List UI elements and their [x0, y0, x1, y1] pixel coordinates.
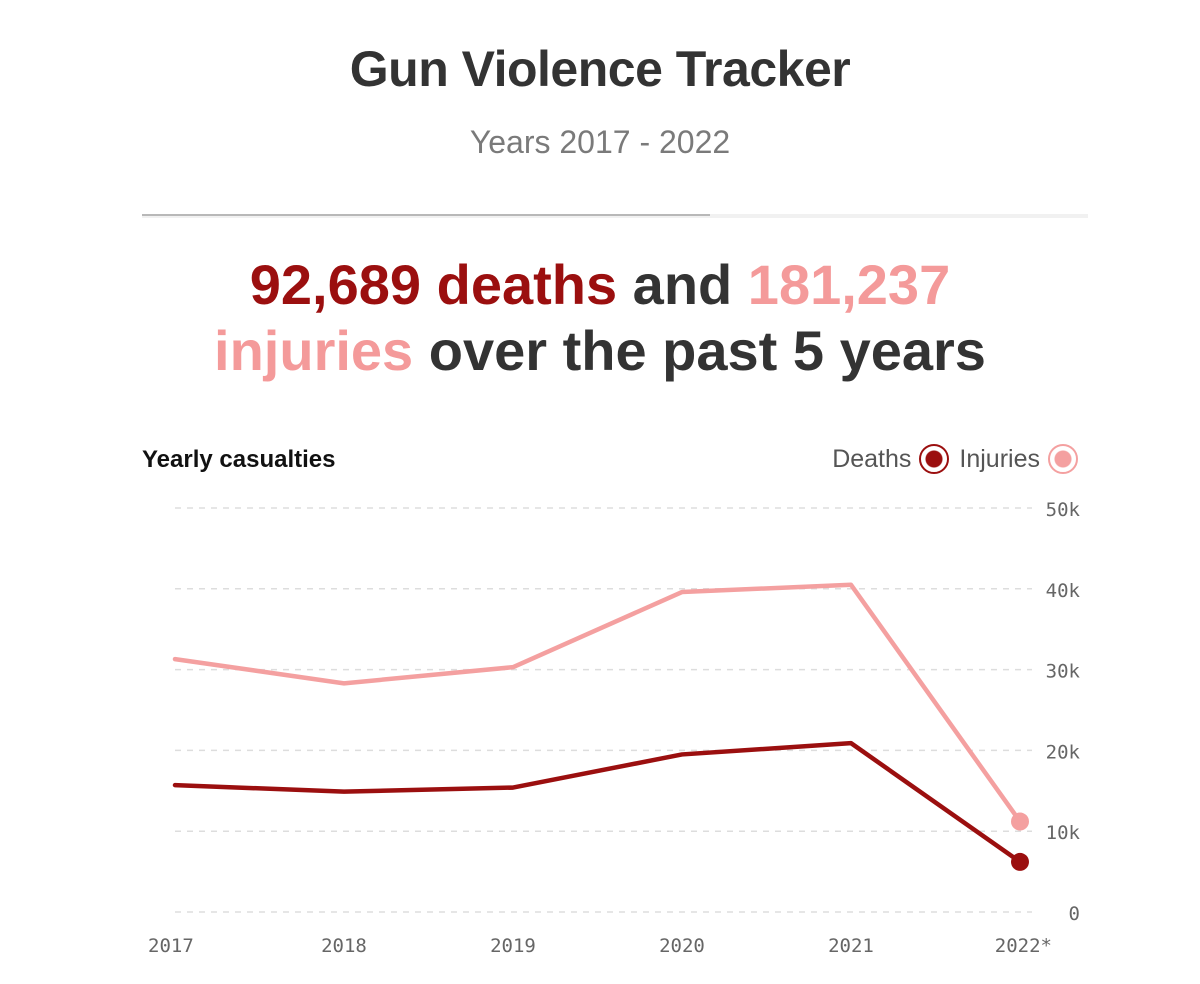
chart-legend: Deaths Injuries	[832, 444, 1078, 474]
data-point-injuries-2022*	[1011, 812, 1029, 831]
y-tick-label-30k: 30k	[1046, 661, 1081, 683]
x-tick-label-2022*: 2022*	[995, 935, 1052, 957]
chart-title: Yearly casualties	[142, 446, 336, 473]
y-tick-label-40k: 40k	[1046, 580, 1081, 602]
data-point-deaths-2021	[849, 741, 853, 745]
legend-item-injuries: Injuries	[959, 444, 1078, 474]
x-tick-label-2021: 2021	[828, 935, 874, 957]
x-tick-label-2017: 2017	[148, 935, 194, 957]
data-point-injuries-2017	[173, 657, 177, 661]
data-point-injuries-2019	[511, 665, 515, 669]
legend-label-injuries: Injuries	[959, 444, 1040, 473]
page-subtitle: Years 2017 - 2022	[469, 124, 731, 160]
y-tick-label-50k: 50k	[1046, 499, 1081, 521]
data-point-deaths-2018	[342, 790, 346, 794]
headline-injuries-word: injuries	[214, 319, 414, 382]
injuries-swatch-icon	[1048, 444, 1078, 474]
headline-deaths: 92,689 deaths	[249, 253, 618, 316]
data-point-injuries-2020	[680, 590, 684, 594]
data-point-deaths-2019	[511, 786, 515, 790]
series-line-deaths	[172, 740, 1023, 865]
y-tick-label-10k: 10k	[1046, 822, 1081, 844]
headline-tail: over the past 5 years	[413, 319, 986, 382]
x-tick-label-2018: 2018	[321, 935, 367, 957]
data-point-deaths-2022*	[1011, 852, 1029, 871]
headline-injuries-number: 181,237	[747, 253, 951, 316]
page-title: Gun Violence Tracker	[349, 41, 851, 97]
deaths-swatch-icon	[919, 444, 950, 474]
progress-divider	[142, 214, 1088, 218]
headline-connector: and	[617, 253, 748, 316]
y-tick-label-0: 0	[1069, 903, 1080, 925]
progress-divider-active	[142, 214, 710, 216]
data-point-deaths-2020	[680, 752, 684, 756]
legend-label-deaths: Deaths	[832, 444, 912, 473]
legend-item-deaths: Deaths	[832, 444, 950, 474]
series-line-injuries	[172, 582, 1023, 824]
data-point-injuries-2018	[342, 681, 346, 685]
data-point-deaths-2017	[173, 783, 177, 787]
line-chart: 0 10k 20k 30k 40k 50k 2017 2018 2019 2020 2021 2022…	[148, 499, 1081, 957]
x-tick-label-2020: 2020	[659, 935, 705, 957]
data-point-injuries-2021	[849, 583, 853, 587]
x-tick-label-2019: 2019	[490, 935, 536, 957]
y-tick-label-20k: 20k	[1046, 741, 1081, 763]
headline: 92,689 deaths and 181,237 injuries over t…	[100, 252, 1100, 384]
